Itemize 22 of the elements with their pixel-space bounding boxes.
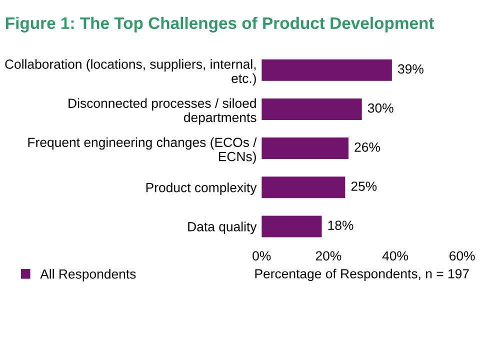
y-tick-label: Disconnected processes / siloed departments (68, 98, 256, 125)
bar (262, 138, 348, 160)
x-axis-title: Percentage of Respondents, n = 197 (255, 268, 469, 282)
data-label: 39% (398, 64, 424, 74)
x-tick-label: 0% (252, 251, 271, 261)
data-label: 26% (354, 142, 380, 152)
y-tick-label: Product complexity (146, 182, 257, 195)
data-label: 30% (368, 103, 394, 113)
y-tick-label: Data quality (188, 222, 257, 234)
bar (262, 176, 346, 198)
data-label: 18% (328, 220, 354, 230)
y-tick-label: Collaboration (locations, suppliers, internal, etc.) (5, 59, 256, 86)
data-label: 25% (351, 182, 377, 191)
y-tick-label: Frequent engineering changes (ECOs / ECNs) (28, 137, 257, 164)
legend-label: All Respondents (40, 269, 136, 282)
x-tick-label: 60% (450, 251, 475, 261)
x-tick-label: 40% (382, 251, 408, 261)
bar (262, 98, 362, 120)
bar (262, 216, 322, 238)
x-tick-label: 20% (316, 251, 342, 261)
bar (262, 59, 392, 81)
chart-title: Figure 1: The Top Challenges of Product Development (6, 16, 434, 32)
